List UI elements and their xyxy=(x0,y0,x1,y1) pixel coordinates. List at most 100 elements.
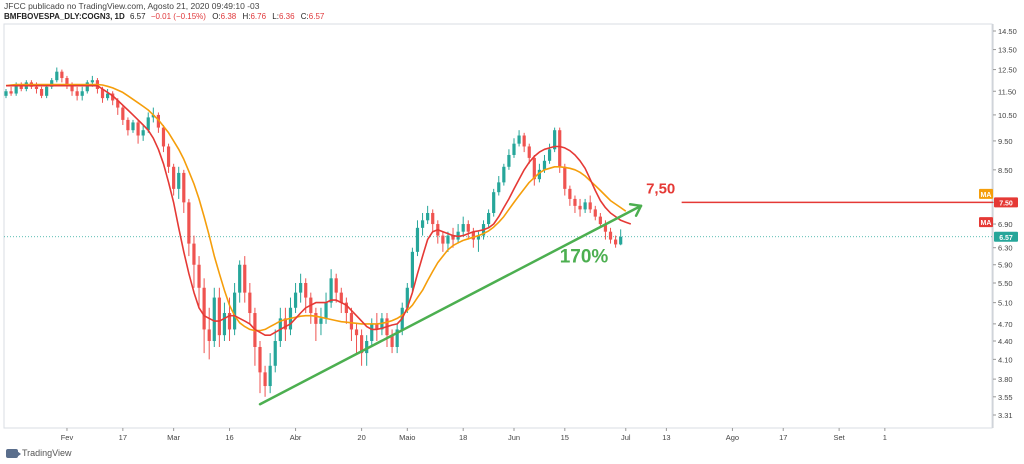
candle-body xyxy=(365,341,369,354)
candle-body xyxy=(263,372,267,387)
open-label: O: xyxy=(212,12,221,21)
last-price: 6.57 xyxy=(130,12,146,21)
candle-body xyxy=(339,292,343,303)
candle-body xyxy=(70,84,74,92)
tradingview-logo-icon xyxy=(6,448,21,458)
x-tick-label: 1 xyxy=(883,433,887,442)
footer-brand: TradingView xyxy=(22,448,72,458)
candle-body xyxy=(476,235,481,240)
candle-body xyxy=(583,202,587,210)
candle-body xyxy=(314,313,318,324)
candle-body xyxy=(100,89,105,99)
candle-body xyxy=(344,302,348,314)
candle-body xyxy=(273,341,277,366)
y-tick-label: 4.40 xyxy=(998,337,1013,346)
candle-body xyxy=(65,78,69,85)
y-tick-label: 13.50 xyxy=(998,46,1017,55)
candle-body xyxy=(370,323,374,342)
x-tick-label: Maio xyxy=(399,433,415,442)
candle-body xyxy=(547,149,552,161)
low-value: 6.36 xyxy=(278,12,295,21)
price-label-text: 7.50 xyxy=(999,200,1013,207)
candle-body xyxy=(497,182,501,193)
candle-body xyxy=(75,91,79,96)
candle-body xyxy=(111,93,115,101)
close-label: C: xyxy=(300,12,309,21)
candle-body xyxy=(487,212,491,225)
ma-slow-line xyxy=(5,83,627,332)
candle-body xyxy=(563,166,567,189)
candle-body xyxy=(415,227,420,252)
candle-body xyxy=(431,212,435,225)
candle-body xyxy=(248,292,252,314)
candle-body xyxy=(217,297,221,336)
candle-body xyxy=(375,323,379,330)
level-annotation: 7,50 xyxy=(646,180,675,197)
candle-body xyxy=(360,335,364,354)
candle-body xyxy=(578,205,582,210)
candle-body xyxy=(507,154,511,167)
candle-body xyxy=(233,292,237,330)
candle-body xyxy=(121,107,125,120)
y-tick-label: 10.50 xyxy=(998,111,1017,120)
candle-body xyxy=(614,239,618,245)
candle-body xyxy=(39,89,44,96)
candle-body xyxy=(527,146,531,158)
candle-body xyxy=(45,86,49,96)
candle-body xyxy=(227,313,232,330)
candle-body xyxy=(202,287,206,330)
plot-frame xyxy=(3,23,993,429)
candle-body xyxy=(50,80,54,87)
candle-body xyxy=(542,160,547,170)
ma-fast-line xyxy=(6,84,632,337)
candle-body xyxy=(299,282,303,293)
y-tick-label: 5.10 xyxy=(998,299,1013,308)
price-chart[interactable]: 14.50 13.50 12.50 11.50 10.50 9.50 8.50 7.50 6.9… xyxy=(0,22,1024,446)
candle-body xyxy=(192,243,196,265)
price-label-box xyxy=(994,231,1018,242)
candle-body xyxy=(283,318,287,330)
candle-body xyxy=(492,192,496,213)
x-tick-label: Fev xyxy=(61,433,74,442)
x-tick-label: Ago xyxy=(726,433,739,442)
candle-body xyxy=(141,130,145,136)
candle-body xyxy=(354,329,359,336)
candle-body xyxy=(80,91,84,96)
candle-body xyxy=(466,224,470,232)
y-tick-label: 5.90 xyxy=(998,261,1013,270)
publish-info: JFCC publicado no TradingView.com, Agost… xyxy=(4,1,260,11)
y-tick-label: 6.90 xyxy=(998,220,1013,229)
y-tick-label: 5.50 xyxy=(998,279,1013,288)
candle-body xyxy=(517,135,521,144)
y-tick-label: 3.80 xyxy=(998,375,1013,384)
candle-body xyxy=(568,188,572,199)
candle-body xyxy=(608,231,613,240)
candle-body xyxy=(238,264,242,293)
candle-body xyxy=(334,278,338,293)
candle-body xyxy=(451,235,455,240)
candle-body xyxy=(187,202,191,244)
candle-body xyxy=(426,212,430,221)
high-label: H: xyxy=(242,12,251,21)
x-tick-label: Abr xyxy=(290,433,302,442)
candle-body xyxy=(603,224,608,232)
candle-body xyxy=(553,130,557,150)
price-label-box xyxy=(994,197,1018,208)
candle-body xyxy=(598,216,602,225)
low-label: L: xyxy=(272,12,279,21)
y-tick-label: 3.55 xyxy=(998,393,1013,402)
x-tick-label: 20 xyxy=(357,433,365,442)
price-label-text: 6.57 xyxy=(999,235,1013,242)
trend-arrowhead xyxy=(628,202,643,217)
candle-body xyxy=(619,236,623,245)
candle-body xyxy=(131,122,135,131)
price-label-box xyxy=(979,217,993,228)
candle-body xyxy=(34,86,39,90)
candle-body xyxy=(106,93,110,99)
candle-body xyxy=(243,264,247,293)
candle-body xyxy=(90,80,94,83)
candle-body xyxy=(126,119,130,131)
candle-body xyxy=(60,71,64,79)
trend-line xyxy=(258,204,643,406)
candle-body xyxy=(441,235,445,244)
